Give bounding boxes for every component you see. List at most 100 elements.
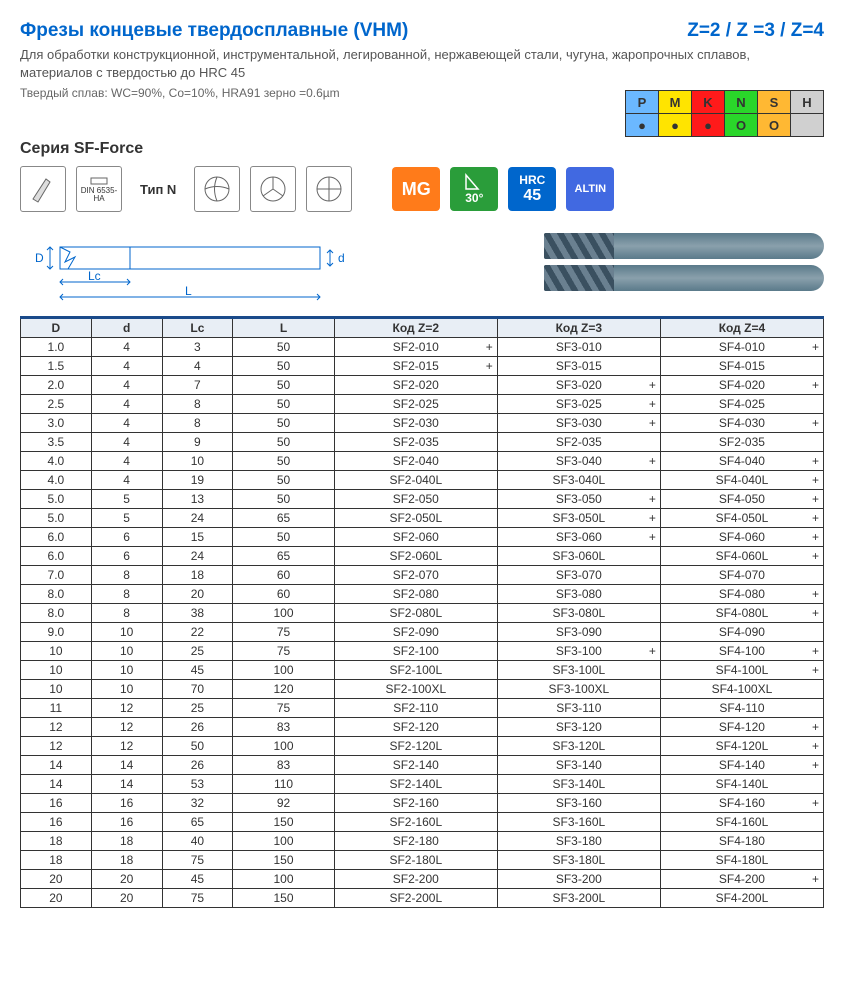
- cell: 50: [233, 395, 335, 414]
- cell: SF2-040L: [334, 471, 497, 490]
- cell: 45: [162, 870, 233, 889]
- cell: SF3-120: [497, 718, 660, 737]
- cell: 50: [162, 737, 233, 756]
- cell: SF4-180L: [660, 851, 823, 870]
- cell: 75: [233, 642, 335, 661]
- cell: 60: [233, 566, 335, 585]
- cell: 40: [162, 832, 233, 851]
- cell: SF3-100L: [497, 661, 660, 680]
- cell: SF4-160: [660, 794, 823, 813]
- svg-text:L: L: [185, 284, 192, 298]
- cell: SF4-020: [660, 376, 823, 395]
- table-row: 181875150SF2-180LSF3-180LSF4-180L: [21, 851, 824, 870]
- cell: SF3-100: [497, 642, 660, 661]
- col-header: Код Z=2: [334, 318, 497, 338]
- cell: SF2-060: [334, 528, 497, 547]
- cell: 10: [91, 661, 162, 680]
- cell: SF4-010: [660, 338, 823, 357]
- material-dot-M: ●: [659, 114, 692, 137]
- cell: 75: [162, 889, 233, 908]
- table-row: 4.041950SF2-040LSF3-040LSF4-040L: [21, 471, 824, 490]
- cell: SF2-100XL: [334, 680, 497, 699]
- cell: SF2-015: [334, 357, 497, 376]
- material-P: P: [626, 91, 659, 114]
- cell: 70: [162, 680, 233, 699]
- cell: SF2-040: [334, 452, 497, 471]
- cell: 16: [91, 813, 162, 832]
- cell: SF4-040L: [660, 471, 823, 490]
- cell: 26: [162, 718, 233, 737]
- cell: 50: [233, 528, 335, 547]
- cell: 12: [91, 718, 162, 737]
- cell: 22: [162, 623, 233, 642]
- cell: 92: [233, 794, 335, 813]
- table-row: 8.0838100SF2-080LSF3-080LSF4-080L: [21, 604, 824, 623]
- cell: SF2-110: [334, 699, 497, 718]
- cell: 4: [91, 357, 162, 376]
- cell: SF3-090: [497, 623, 660, 642]
- cell: 26: [162, 756, 233, 775]
- cell: SF4-040: [660, 452, 823, 471]
- material-dot-K: ●: [692, 114, 725, 137]
- cell: 75: [162, 851, 233, 870]
- table-row: 11122575SF2-110SF3-110SF4-110: [21, 699, 824, 718]
- col-header: Код Z=3: [497, 318, 660, 338]
- cell: 5: [91, 490, 162, 509]
- flute-icon: [20, 166, 66, 212]
- cell: 8: [162, 414, 233, 433]
- cell: 4: [91, 414, 162, 433]
- type-n-label: Тип N: [140, 182, 176, 197]
- svg-text:d: d: [338, 251, 345, 265]
- cell: SF4-015: [660, 357, 823, 376]
- page-title: Фрезы концевые твердосплавные (VHM): [20, 20, 408, 42]
- cell: SF3-110: [497, 699, 660, 718]
- cell: 53: [162, 775, 233, 794]
- table-row: 6.061550SF2-060SF3-060SF4-060: [21, 528, 824, 547]
- cell: 45: [162, 661, 233, 680]
- tool-photo: [544, 227, 824, 297]
- cell: SF3-180L: [497, 851, 660, 870]
- cell: 20: [21, 870, 92, 889]
- cell: 12: [21, 737, 92, 756]
- table-row: 161665150SF2-160LSF3-160LSF4-160L: [21, 813, 824, 832]
- cell: 8: [91, 604, 162, 623]
- cell: SF4-100: [660, 642, 823, 661]
- cell: 20: [91, 889, 162, 908]
- cell: 6: [91, 547, 162, 566]
- cell: SF2-020: [334, 376, 497, 395]
- cell: 150: [233, 889, 335, 908]
- cell: 25: [162, 642, 233, 661]
- cell: 100: [233, 832, 335, 851]
- cell: 10: [21, 680, 92, 699]
- cell: SF2-090: [334, 623, 497, 642]
- endview3-icon: [250, 166, 296, 212]
- cell: 18: [91, 832, 162, 851]
- cell: SF3-070: [497, 566, 660, 585]
- cell: 10: [21, 661, 92, 680]
- cell: SF2-120: [334, 718, 497, 737]
- cell: 20: [91, 870, 162, 889]
- cell: 50: [233, 338, 335, 357]
- cell: SF2-160: [334, 794, 497, 813]
- table-row: 5.051350SF2-050SF3-050SF4-050: [21, 490, 824, 509]
- cell: 4: [91, 395, 162, 414]
- cell: SF4-060: [660, 528, 823, 547]
- cell: SF4-060L: [660, 547, 823, 566]
- table-row: 202075150SF2-200LSF3-200LSF4-200L: [21, 889, 824, 908]
- col-header: D: [21, 318, 92, 338]
- cell: 6.0: [21, 547, 92, 566]
- cell: SF3-010: [497, 338, 660, 357]
- angle-badge: 30°: [450, 167, 498, 211]
- col-header: L: [233, 318, 335, 338]
- cell: SF4-050: [660, 490, 823, 509]
- cell: SF2-080: [334, 585, 497, 604]
- material-S: S: [758, 91, 791, 114]
- cell: 5.0: [21, 490, 92, 509]
- cell: 14: [21, 775, 92, 794]
- cell: 11: [21, 699, 92, 718]
- table-row: 2.54850SF2-025SF3-025SF4-025: [21, 395, 824, 414]
- cell: SF3-050: [497, 490, 660, 509]
- cell: SF2-025: [334, 395, 497, 414]
- table-row: 202045100SF2-200SF3-200SF4-200: [21, 870, 824, 889]
- cell: SF2-120L: [334, 737, 497, 756]
